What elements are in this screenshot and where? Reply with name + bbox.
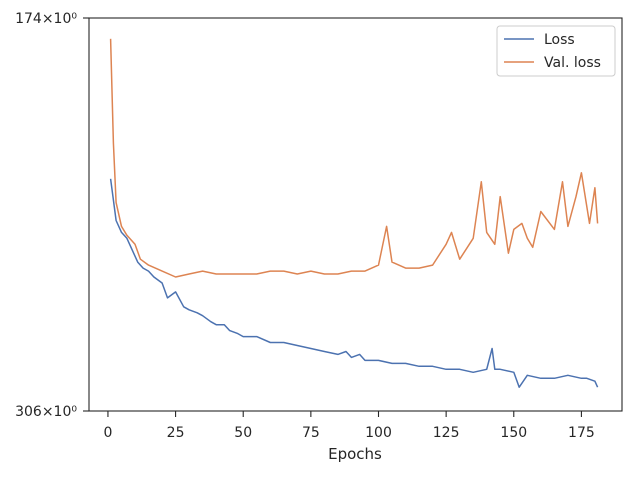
x-tick-label: 175 [568,425,595,441]
y-axis: 174×10⁰ 306×10⁰ [15,11,89,420]
plot-area [89,18,622,411]
x-tick-label: 50 [234,425,252,441]
x-axis-label: Epochs [328,445,382,463]
series-layer [109,38,599,388]
series-line-0 [109,178,599,388]
legend-label-0: Loss [544,32,575,48]
legend: Loss Val. loss [496,25,616,77]
legend-label-1: Val. loss [544,55,601,71]
plot-frame [88,17,623,412]
x-tick-label: 25 [167,425,185,441]
x-tick-label: 150 [500,425,527,441]
y-tick-label: 174×10⁰ [15,11,77,27]
x-tick-label: 0 [103,425,112,441]
x-tick-label: 100 [365,425,392,441]
y-tick-label: 306×10⁰ [15,404,77,420]
x-tick-label: 125 [433,425,460,441]
x-tick-label: 75 [302,425,320,441]
x-axis: 0 25 50 75 100 125 150 175 [103,411,595,441]
series-line-1 [109,38,599,278]
